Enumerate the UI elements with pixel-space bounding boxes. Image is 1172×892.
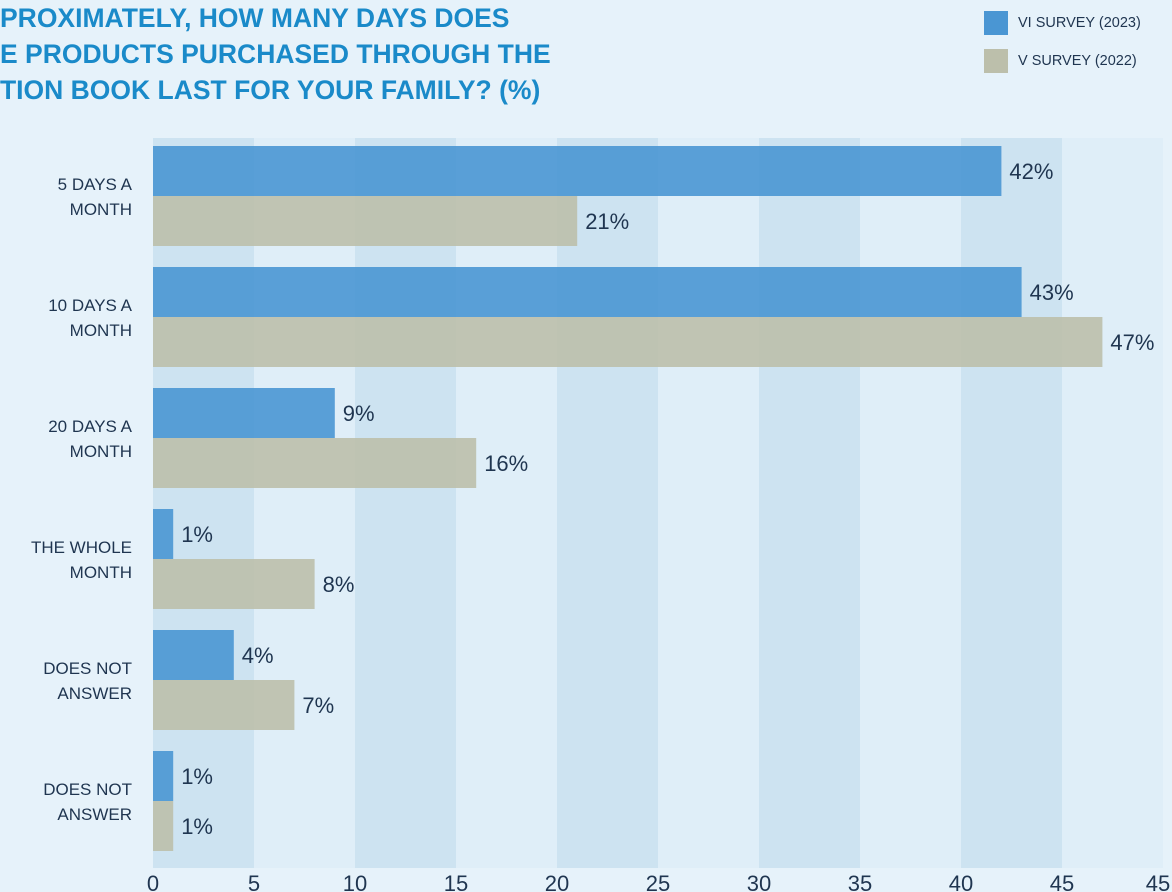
legend-swatch-vi-survey xyxy=(984,11,1008,35)
value-label-vi-survey-2023-6: 1% xyxy=(181,764,213,789)
chart-title: PROXIMATELY, HOW MANY DAYS DOES E PRODUC… xyxy=(0,0,720,108)
value-label-v-survey-2022-4: 8% xyxy=(323,572,355,597)
bar-vi-survey-2023-2 xyxy=(153,267,1022,317)
title-line-1: PROXIMATELY, HOW MANY DAYS DOES xyxy=(0,3,510,33)
value-label-v-survey-2022-2: 47% xyxy=(1110,330,1154,355)
legend-label-v-survey: V SURVEY (2022) xyxy=(1018,53,1137,69)
category-label-6-line-1: DOES NOT xyxy=(43,780,132,799)
bar-vi-survey-2023-4 xyxy=(153,509,174,559)
grid-band xyxy=(557,138,658,868)
category-label-6-line-2: ANSWER xyxy=(57,805,132,824)
value-label-v-survey-2022-6: 1% xyxy=(181,814,213,839)
category-label-3-line-2: MONTH xyxy=(70,442,132,461)
category-label-5-line-2: ANSWER xyxy=(57,684,132,703)
x-tick-label-5: 25 xyxy=(646,871,670,892)
grid-band xyxy=(1062,138,1163,868)
x-tick-label-0: 0 xyxy=(147,871,159,892)
category-label-4-line-1: THE WHOLE xyxy=(31,538,132,557)
x-tick-label-4: 20 xyxy=(545,871,569,892)
value-label-vi-survey-2023-4: 1% xyxy=(181,522,213,547)
x-tick-label-3: 15 xyxy=(444,871,468,892)
value-label-vi-survey-2023-3: 9% xyxy=(343,401,375,426)
bar-vi-survey-2023-3 xyxy=(153,388,335,438)
legend-swatch-v-survey xyxy=(984,49,1008,73)
value-label-v-survey-2022-5: 7% xyxy=(302,693,334,718)
category-labels: 5 DAYS A MONTH 10 DAYS A MONTH 20 DAYS A MONT… xyxy=(31,175,133,824)
x-tick-label-2: 10 xyxy=(343,871,367,892)
bar-v-survey-2022-3 xyxy=(153,438,477,488)
category-label-4-line-2: MONTH xyxy=(70,563,132,582)
category-label-1-line-1: 5 DAYS A xyxy=(58,175,133,194)
value-labels: 42% 21% 43% 47% 9% 16% 1% 8% 4% 7% 1% 1% xyxy=(181,159,1154,839)
category-label-5-line-1: DOES NOT xyxy=(43,659,132,678)
x-tick-label-9: 45 xyxy=(1050,871,1074,892)
value-label-v-survey-2022-3: 16% xyxy=(484,451,528,476)
category-label-2-line-2: MONTH xyxy=(70,321,132,340)
category-label-3-line-1: 20 DAYS A xyxy=(48,417,132,436)
grid-band xyxy=(759,138,860,868)
x-tick-label-6: 30 xyxy=(747,871,771,892)
category-label-1-line-2: MONTH xyxy=(70,200,132,219)
bar-v-survey-2022-6 xyxy=(153,801,174,851)
x-tick-label-8: 40 xyxy=(949,871,973,892)
grid-band xyxy=(456,138,557,868)
x-tick-label-1: 5 xyxy=(248,871,260,892)
legend: VI SURVEY (2023) V SURVEY (2022) xyxy=(984,10,1172,86)
title-line-3: TION BOOK LAST FOR YOUR FAMILY? (%) xyxy=(0,75,541,105)
value-label-vi-survey-2023-1: 42% xyxy=(1009,159,1053,184)
bars xyxy=(153,146,1103,851)
value-label-vi-survey-2023-2: 43% xyxy=(1030,280,1074,305)
x-tick-label-10: 45 xyxy=(1146,871,1170,892)
category-label-2-line-1: 10 DAYS A xyxy=(48,296,132,315)
bar-vi-survey-2023-5 xyxy=(153,630,234,680)
legend-item-vi-survey: VI SURVEY (2023) xyxy=(984,10,1172,36)
value-label-v-survey-2022-1: 21% xyxy=(585,209,629,234)
value-label-vi-survey-2023-5: 4% xyxy=(242,643,274,668)
x-axis-ticks: 0 5 10 15 20 25 30 35 40 45 45 xyxy=(147,871,1170,892)
x-tick-label-7: 35 xyxy=(848,871,872,892)
bar-v-survey-2022-5 xyxy=(153,680,295,730)
grid-band xyxy=(355,138,456,868)
legend-label-vi-survey: VI SURVEY (2023) xyxy=(1018,15,1141,31)
grid-bands xyxy=(153,138,1163,868)
bar-v-survey-2022-1 xyxy=(153,196,578,246)
grid-band xyxy=(153,138,254,868)
bar-vi-survey-2023-6 xyxy=(153,751,174,801)
legend-item-v-survey: V SURVEY (2022) xyxy=(984,48,1172,74)
title-line-2: E PRODUCTS PURCHASED THROUGH THE xyxy=(0,39,551,69)
bar-vi-survey-2023-1 xyxy=(153,146,1002,196)
grid-band xyxy=(658,138,759,868)
grid-band xyxy=(860,138,961,868)
bar-v-survey-2022-2 xyxy=(153,317,1103,367)
grid-band xyxy=(961,138,1062,868)
bar-v-survey-2022-4 xyxy=(153,559,315,609)
grid-band xyxy=(254,138,355,868)
